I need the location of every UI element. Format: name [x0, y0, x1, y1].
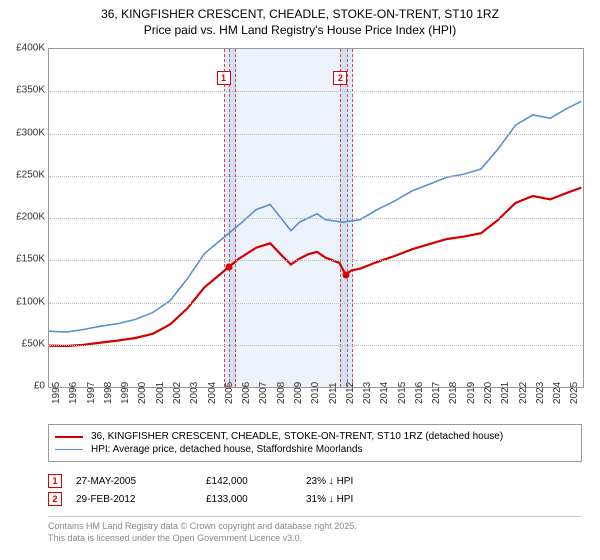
footer-line-1: Contains HM Land Registry data © Crown c… [48, 521, 357, 531]
xtick-label: 2022 [518, 382, 529, 404]
sale-dot [342, 271, 349, 278]
legend-label: 36, KINGFISHER CRESCENT, CHEADLE, STOKE-… [91, 431, 503, 442]
xtick-label: 2013 [362, 382, 373, 404]
xtick-label: 2010 [310, 382, 321, 404]
ytick-label: £50K [3, 338, 45, 349]
legend-label: HPI: Average price, detached house, Staf… [91, 444, 362, 455]
ytick-label: £150K [3, 254, 45, 265]
sale-marker-1: 1 [217, 71, 231, 85]
xtick-label: 2007 [258, 382, 269, 404]
sale-marker-badge: 1 [48, 474, 62, 488]
legend: 36, KINGFISHER CRESCENT, CHEADLE, STOKE-… [48, 424, 582, 462]
footer-line-2: This data is licensed under the Open Gov… [48, 533, 302, 543]
chart-container: 36, KINGFISHER CRESCENT, CHEADLE, STOKE-… [0, 0, 600, 560]
sale-date: 27-MAY-2005 [76, 476, 206, 487]
ytick-label: £250K [3, 169, 45, 180]
xtick-label: 2002 [172, 382, 183, 404]
legend-row: 36, KINGFISHER CRESCENT, CHEADLE, STOKE-… [55, 431, 575, 442]
plot-area: 12 [48, 48, 584, 388]
xtick-label: 2018 [448, 382, 459, 404]
series-property [49, 188, 581, 346]
title-line-2: Price paid vs. HM Land Registry's House … [144, 23, 456, 37]
ytick-label: £100K [3, 296, 45, 307]
ytick-label: £200K [3, 212, 45, 223]
sale-marker-2: 2 [333, 71, 347, 85]
legend-row: HPI: Average price, detached house, Staf… [55, 444, 575, 455]
gridline-h [49, 176, 583, 177]
xtick-label: 2004 [207, 382, 218, 404]
xtick-label: 2005 [224, 382, 235, 404]
xtick-label: 2014 [379, 382, 390, 404]
xtick-label: 2001 [155, 382, 166, 404]
xtick-label: 2003 [189, 382, 200, 404]
sale-diff: 23% ↓ HPI [306, 476, 582, 487]
xtick-label: 2021 [500, 382, 511, 404]
sale-diff: 31% ↓ HPI [306, 494, 582, 505]
legend-swatch [55, 436, 83, 438]
sale-price: £142,000 [206, 476, 306, 487]
xtick-label: 1997 [86, 382, 97, 404]
ytick-label: £300K [3, 127, 45, 138]
xtick-label: 2000 [137, 382, 148, 404]
xtick-label: 2015 [397, 382, 408, 404]
xtick-label: 2009 [293, 382, 304, 404]
xtick-label: 2025 [569, 382, 580, 404]
sale-dot [225, 264, 232, 271]
footer: Contains HM Land Registry data © Crown c… [48, 516, 582, 544]
sale-date: 29-FEB-2012 [76, 494, 206, 505]
xtick-label: 2006 [241, 382, 252, 404]
title-line-1: 36, KINGFISHER CRESCENT, CHEADLE, STOKE-… [101, 7, 499, 21]
xtick-label: 1999 [120, 382, 131, 404]
sale-marker-badge: 2 [48, 492, 62, 506]
gridline-h [49, 303, 583, 304]
legend-swatch [55, 449, 83, 450]
ytick-label: £0 [3, 381, 45, 392]
gridline-h [49, 260, 583, 261]
xtick-label: 2008 [276, 382, 287, 404]
xtick-label: 2019 [466, 382, 477, 404]
sale-rows: 1 27-MAY-2005£142,00023% ↓ HPI 2 29-FEB-201… [48, 470, 582, 510]
xtick-label: 2020 [483, 382, 494, 404]
xtick-label: 2024 [552, 382, 563, 404]
sale-row: 1 27-MAY-2005£142,00023% ↓ HPI [48, 474, 582, 488]
xtick-label: 2016 [414, 382, 425, 404]
xtick-label: 2017 [431, 382, 442, 404]
ytick-label: £350K [3, 85, 45, 96]
gridline-h [49, 134, 583, 135]
sale-price: £133,000 [206, 494, 306, 505]
xtick-label: 2023 [535, 382, 546, 404]
xtick-label: 1996 [68, 382, 79, 404]
gridline-h [49, 345, 583, 346]
sale-row: 2 29-FEB-2012£133,00031% ↓ HPI [48, 492, 582, 506]
gridline-h [49, 91, 583, 92]
gridline-h [49, 218, 583, 219]
xtick-label: 2011 [328, 382, 339, 404]
chart-title: 36, KINGFISHER CRESCENT, CHEADLE, STOKE-… [0, 0, 600, 38]
ytick-label: £400K [3, 43, 45, 54]
xtick-label: 1998 [103, 382, 114, 404]
xtick-label: 1995 [51, 382, 62, 404]
xtick-label: 2012 [345, 382, 356, 404]
